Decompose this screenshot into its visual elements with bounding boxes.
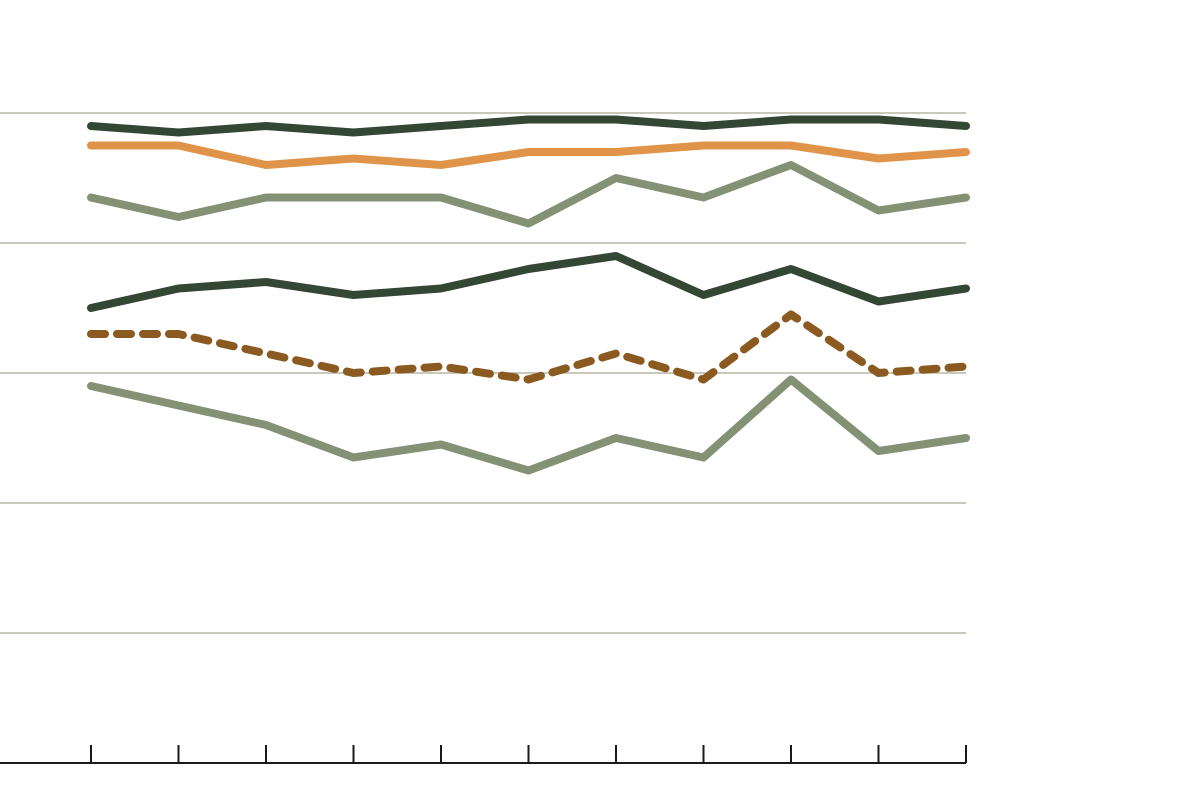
series-line-4 — [87, 252, 970, 312]
series-layer — [87, 115, 970, 475]
series-line-3 — [87, 161, 970, 228]
series-line-1 — [87, 115, 970, 137]
series-line-5 — [87, 310, 970, 384]
series-line-6 — [87, 375, 970, 475]
x-axis — [0, 745, 967, 764]
series-line-2 — [87, 141, 970, 169]
